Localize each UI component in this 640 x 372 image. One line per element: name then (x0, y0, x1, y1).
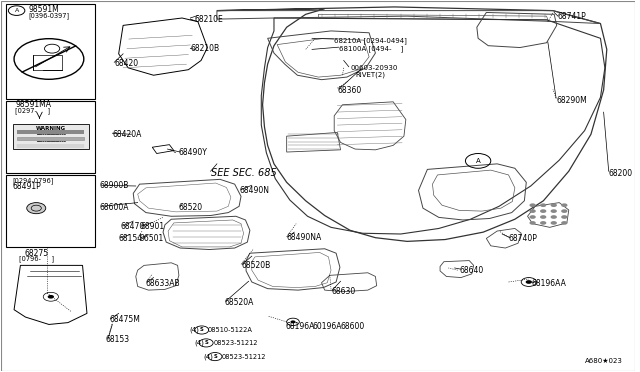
Text: 68640: 68640 (459, 266, 483, 275)
Text: 60196A: 60196A (312, 322, 342, 331)
Circle shape (550, 221, 557, 225)
Text: 68633AB: 68633AB (146, 279, 180, 288)
Circle shape (525, 280, 532, 284)
Circle shape (561, 215, 568, 219)
Text: S: S (204, 340, 208, 346)
Text: 68740P: 68740P (509, 234, 538, 243)
Text: 08523-51212: 08523-51212 (222, 353, 266, 360)
Text: SEE SEC. 685: SEE SEC. 685 (211, 168, 276, 178)
Bar (6, 4, 95, 99)
Circle shape (529, 215, 536, 219)
Text: 08523-51212: 08523-51212 (214, 340, 259, 346)
Text: 68520B: 68520B (241, 261, 270, 270)
Circle shape (550, 215, 557, 219)
Circle shape (47, 295, 54, 299)
Circle shape (529, 203, 536, 207)
Circle shape (208, 353, 222, 360)
Text: 68200: 68200 (609, 169, 633, 177)
Text: 68290M: 68290M (556, 96, 587, 105)
Text: A: A (476, 158, 481, 164)
Text: 68901: 68901 (141, 222, 165, 231)
Text: [0796-     ]: [0796- ] (19, 256, 54, 263)
Circle shape (529, 209, 536, 213)
Text: 68490NA: 68490NA (287, 233, 322, 242)
Text: RIVET(2): RIVET(2) (355, 72, 385, 78)
Text: 98591MA: 98591MA (15, 100, 51, 109)
Text: A: A (15, 8, 19, 13)
Text: 68196A: 68196A (285, 322, 315, 331)
Circle shape (540, 215, 547, 219)
Text: 68600A: 68600A (100, 203, 129, 212)
Text: 08510-5122A: 08510-5122A (208, 327, 253, 333)
Text: 96501: 96501 (140, 234, 164, 243)
Text: 68210A [0294-0494]: 68210A [0294-0494] (334, 37, 407, 44)
Text: S: S (200, 327, 204, 333)
Text: (4): (4) (195, 340, 205, 346)
Circle shape (540, 203, 547, 207)
Text: 00603-20930: 00603-20930 (350, 65, 397, 71)
Circle shape (561, 209, 568, 213)
Bar (13, 124, 89, 149)
Text: 68741P: 68741P (558, 12, 587, 22)
Text: 68600: 68600 (340, 322, 365, 331)
Text: 68491P: 68491P (13, 182, 42, 191)
Text: 68275: 68275 (24, 249, 48, 258)
Text: 68420A: 68420A (113, 130, 141, 139)
Text: 68475M: 68475M (109, 315, 140, 324)
Text: 68100A [0494-    ]: 68100A [0494- ] (339, 45, 404, 52)
Circle shape (529, 221, 536, 225)
Circle shape (195, 326, 209, 334)
Circle shape (199, 339, 213, 347)
Text: 68520A: 68520A (225, 298, 254, 307)
Circle shape (561, 203, 568, 207)
Bar (6, 174, 95, 247)
Circle shape (561, 221, 568, 225)
Circle shape (291, 320, 296, 323)
Text: 68630: 68630 (331, 287, 355, 296)
Text: [0396-0397]: [0396-0397] (28, 12, 69, 19)
Text: 98591M: 98591M (28, 5, 59, 14)
Circle shape (550, 209, 557, 213)
Text: (4): (4) (203, 353, 213, 360)
Text: (4): (4) (189, 327, 199, 333)
Circle shape (27, 203, 46, 214)
Circle shape (540, 221, 547, 225)
Text: 68196AA: 68196AA (531, 279, 566, 288)
Text: 68470: 68470 (120, 222, 145, 231)
Text: [0297-     ]: [0297- ] (15, 108, 51, 115)
Circle shape (550, 203, 557, 207)
Text: 68490Y: 68490Y (179, 148, 208, 157)
Text: S: S (213, 354, 217, 359)
Bar (17, 130, 84, 134)
Bar (17, 137, 84, 140)
Text: 68210E: 68210E (195, 15, 223, 23)
Text: 68154: 68154 (118, 234, 143, 243)
Text: [0294-0796]: [0294-0796] (13, 177, 54, 184)
Text: WARNING: WARNING (36, 126, 66, 131)
Text: 68153: 68153 (106, 336, 130, 344)
Text: 68360: 68360 (337, 86, 362, 94)
Text: 68420: 68420 (114, 59, 138, 68)
Text: 68520: 68520 (179, 203, 203, 212)
Bar (6, 101, 95, 173)
Text: 68210B: 68210B (190, 44, 220, 53)
Text: ━━━━━━━━━━━━━━: ━━━━━━━━━━━━━━ (36, 140, 66, 144)
Text: A680★023: A680★023 (585, 358, 623, 364)
Circle shape (540, 209, 547, 213)
Text: 68490N: 68490N (240, 186, 269, 195)
Text: 68900B: 68900B (100, 182, 129, 190)
Text: ━━━━━━━━━━━━━━: ━━━━━━━━━━━━━━ (36, 133, 66, 137)
